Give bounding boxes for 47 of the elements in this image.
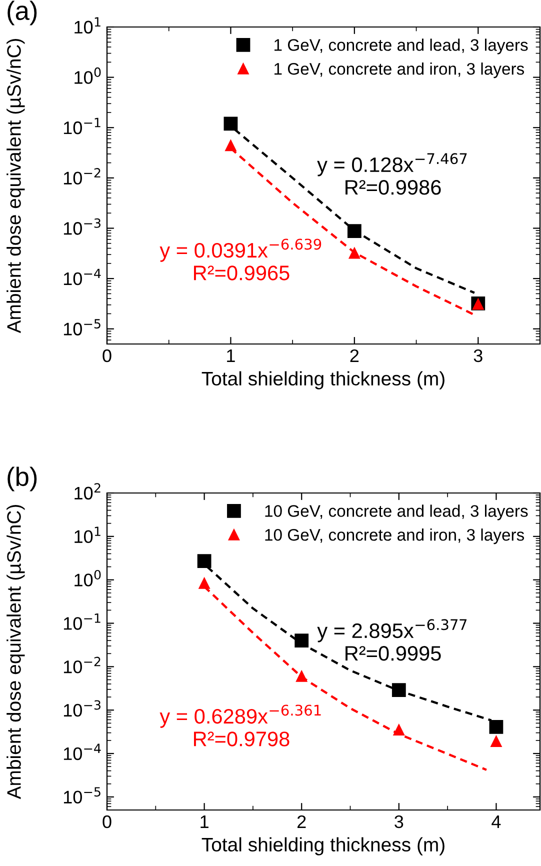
legend-label: 10 GeV, concrete and iron, 3 layers [265,528,524,544]
y-tick-label: 10$^{−1}$ [64,614,100,630]
point [347,224,362,238]
y-tick-label: 10$^{−3}$ [64,700,100,717]
y-tick-label: 10$^{2}$ [74,483,100,500]
y-tick-label: 10$^{0}$ [74,67,101,84]
y-tick-label: 10$^{0}$ [74,570,101,586]
legend-label: 1 GeV, concrete and lead, 3 layers [274,38,528,54]
legend-label: 10 GeV, concrete and lead, 3 layers [265,504,528,520]
annotation: y = 0.6289x$^{−6.361}$ R²=0.9798 [160,704,321,746]
x-axis-title: Total shielding thickness (m) [202,371,444,390]
annotation: y = 2.895x$^{−6.377}$ R²=0.9995 [317,619,467,661]
legend-label: 1 GeV, concrete and iron, 3 layers [274,62,524,78]
point [489,720,504,734]
y-axis-title: Ambient dose equivalent (µSv/nC) [6,504,25,800]
y-tick-label: 10$^{1}$ [74,17,100,34]
y-tick-label: 10$^{−1}$ [64,118,100,134]
y-tick-label: 10$^{−4}$ [64,744,101,760]
x-tick-label: 1 [227,350,235,362]
x-tick-label: 1 [200,816,208,828]
x-tick-label: 0 [102,815,112,828]
point [224,116,238,131]
x-tick-label: 3 [474,349,482,362]
x-tick-label: 0 [102,349,112,362]
chart-title: (a) [8,0,37,26]
y-tick-label: 10$^{−3}$ [64,218,100,235]
chart-title: (b) [8,466,37,492]
x-tick-label: 4 [492,816,501,828]
y-tick-label: 10$^{−2}$ [64,656,100,674]
x-tick-label: 2 [297,815,306,828]
y-axis-title: Ambient dose equivalent (µSv/nC) [6,38,25,334]
point [198,578,210,589]
y-tick-label: 10$^{1}$ [74,526,100,544]
y-tick-label: 10$^{−2}$ [64,168,100,185]
annotation: y = 0.128x$^{−7.467}$ R²=0.9986 [317,153,467,195]
y-tick-label: 10$^{−5}$ [64,319,100,336]
annotation: y = 0.0391x$^{−6.639}$ R²=0.9965 [160,238,322,280]
y-tick-label: 10$^{−4}$ [64,268,101,286]
point [392,683,406,697]
point [490,736,502,747]
point [197,554,212,568]
point [225,140,236,152]
x-tick-label: 3 [394,815,404,828]
x-tick-label: 2 [350,349,359,362]
x-axis-title: Total shielding thickness (m) [202,837,444,856]
y-tick-label: 10$^{−5}$ [64,787,100,804]
point [294,634,309,648]
